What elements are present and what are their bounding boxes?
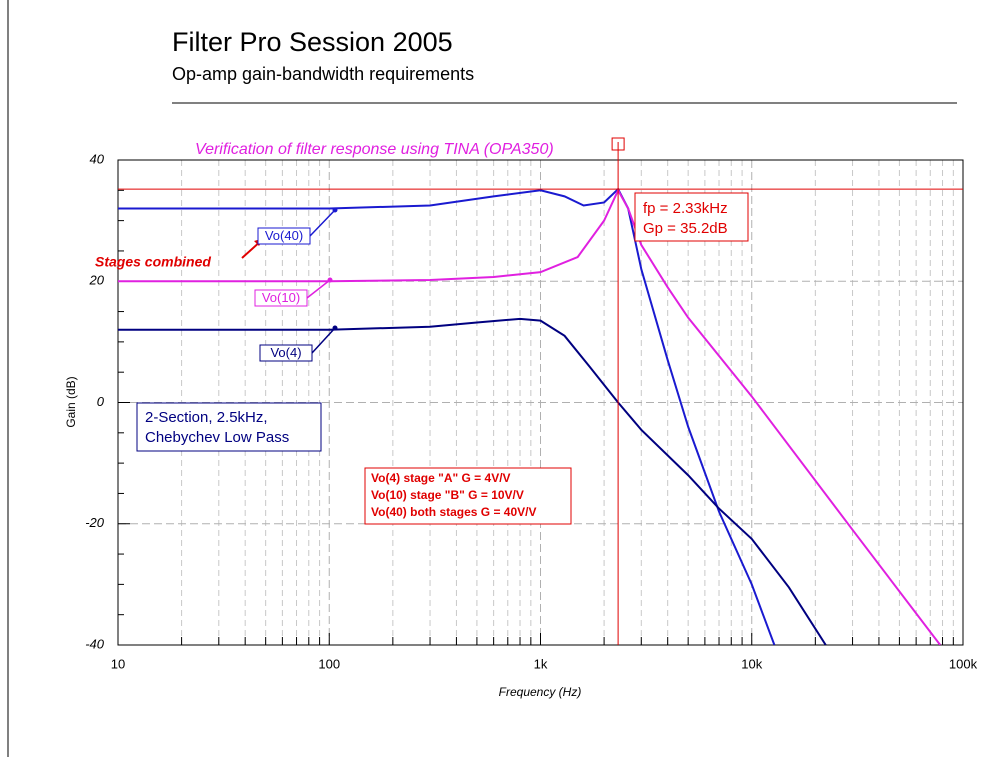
description-box [136,402,322,452]
chart-title: Filter Pro Session 2005 [172,27,453,57]
series-label-arrow [309,209,336,237]
note: Vo(4) stage "A" G = 4V/V [371,471,511,485]
cursor-box [634,192,749,242]
series-label: Vo(10) [262,290,300,305]
series-label-arrowhead [332,207,338,213]
y-axis-label: Gain (dB) [64,376,78,427]
cursor-label: Gp = 35.2dB [643,220,728,237]
note: Vo(10) stage "B" G = 10V/V [371,488,524,502]
x-tick-label: 10k [741,656,762,671]
series-line [118,317,827,645]
description: 2-Section, 2.5kHz, [145,409,268,426]
x-axis-label: Frequency (Hz) [499,685,582,699]
y-tick-label: 20 [89,273,105,288]
series-label-arrow [306,279,331,299]
y-tick-label: 40 [90,151,105,166]
plot-frame [117,159,964,646]
cursor-label: fp = 2.33kHz [643,200,728,217]
chart-subtitle: Op-amp gain-bandwidth requirements [172,64,474,84]
series-label-arrowhead [327,277,333,283]
x-tick-label: 100k [949,656,978,671]
series-label: Vo(40) [265,228,303,243]
y-tick-label: -40 [85,636,105,651]
description: Chebychev Low Pass [145,429,289,446]
y-tick-label: -20 [85,515,105,530]
y-tick-label: 0 [97,394,105,409]
notes-box [364,467,572,525]
annotations: fp = 2.33kHz Gp = 35.2dB Stages combined… [95,137,963,645]
series-line [118,187,776,645]
x-tick-label: 100 [318,656,340,671]
series-label-arrow [311,327,336,354]
note: Vo(40) both stages G = 40V/V [371,505,537,519]
series-label: Vo(4) [270,345,301,360]
callout: Stages combined [95,254,211,270]
series-label-arrowhead [332,325,338,331]
cursor-handle [611,137,625,151]
x-tick-label: 10 [111,656,125,671]
x-tick-label: 1k [534,656,548,671]
plot-title: Verification of filter response using TI… [195,141,554,158]
